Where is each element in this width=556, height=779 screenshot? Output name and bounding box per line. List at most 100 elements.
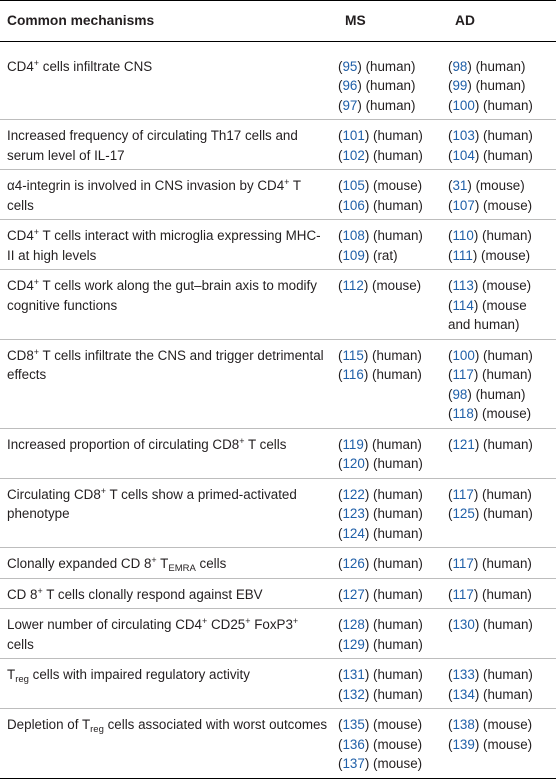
reference-link[interactable]: 95 xyxy=(342,58,358,74)
reference-link[interactable]: 121 xyxy=(452,436,475,452)
reference-link[interactable]: 104 xyxy=(452,147,475,163)
reference-link[interactable]: 135 xyxy=(342,717,365,732)
species-label: (mouse) xyxy=(483,717,533,732)
reference-link[interactable]: 98 xyxy=(452,58,468,74)
reference-link[interactable]: 129 xyxy=(342,636,365,652)
mechanism-cell: Lower number of circulating CD4+ CD25+ F… xyxy=(0,608,336,659)
species-label: (human) xyxy=(483,436,533,452)
reference-entry: (134) (human) xyxy=(448,686,533,702)
ms-references-cell: (115) (human) (116) (human) xyxy=(336,339,446,429)
species-label: (human) xyxy=(373,556,423,571)
reference-link[interactable]: 139 xyxy=(452,736,475,752)
reference-link[interactable]: 100 xyxy=(452,347,475,363)
reference-link[interactable]: 128 xyxy=(342,617,365,632)
reference-link[interactable]: 111 xyxy=(452,247,473,263)
species-label: (human) xyxy=(373,147,423,163)
ms-references-cell: (112) (mouse) xyxy=(336,269,446,340)
reference-entry: (117) (human) xyxy=(448,556,532,571)
species-label: (mouse) xyxy=(481,247,531,263)
reference-link[interactable]: 113 xyxy=(452,278,474,293)
reference-link[interactable]: 109 xyxy=(342,247,365,263)
reference-link[interactable]: 102 xyxy=(342,147,365,163)
reference-link[interactable]: 105 xyxy=(342,178,365,193)
reference-link[interactable]: 124 xyxy=(342,525,365,541)
reference-entry: (129) (human) xyxy=(338,636,423,652)
ms-references-cell: (128) (human) (129) (human) xyxy=(336,608,446,659)
reference-link[interactable]: 108 xyxy=(342,228,365,243)
species-label: (human) xyxy=(483,667,533,682)
species-label: (human) xyxy=(483,686,533,702)
table-row: Increased frequency of circulating Th17 … xyxy=(0,119,556,170)
species-label: (human) xyxy=(373,197,423,213)
reference-entry: (95) (human) xyxy=(338,58,416,74)
species-label: (human) xyxy=(373,525,423,541)
reference-entry: (109) (rat) xyxy=(338,247,398,263)
reference-link[interactable]: 101 xyxy=(342,128,365,143)
reference-link[interactable]: 106 xyxy=(342,197,365,213)
mechanism-text: CD4 xyxy=(7,278,34,293)
species-label: (mouse) xyxy=(482,278,532,293)
reference-link[interactable]: 117 xyxy=(452,586,474,602)
reference-link[interactable]: 136 xyxy=(342,736,365,752)
superscript: + xyxy=(33,57,40,68)
reference-link[interactable]: 115 xyxy=(342,347,364,363)
reference-entry: (138) (mouse) xyxy=(448,717,533,732)
mechanism-text: cells xyxy=(7,636,34,652)
reference-entry: (113) (mouse) xyxy=(448,278,532,293)
mechanism-text: Depletion of T xyxy=(7,717,91,732)
ad-references-cell: (121) (human) xyxy=(446,428,556,479)
reference-link[interactable]: 125 xyxy=(452,506,475,521)
reference-link[interactable]: 31 xyxy=(452,178,468,193)
table-row: CD4+ cells infiltrate CNS (95) (human) (96… xyxy=(0,41,556,120)
reference-link[interactable]: 134 xyxy=(452,686,475,702)
reference-link[interactable]: 96 xyxy=(342,78,358,93)
species-label: (human) xyxy=(373,456,423,471)
ad-references-cell: (98) (human) (99) (human) (100) (human) xyxy=(446,41,556,120)
reference-link[interactable]: 131 xyxy=(342,667,365,682)
mechanism-text: α4-integrin is involved in CNS invasion … xyxy=(7,178,285,193)
reference-entry: (132) (human) xyxy=(338,686,423,702)
reference-link[interactable]: 110 xyxy=(452,228,474,243)
mechanism-text: cells with impaired regulatory activity xyxy=(28,667,250,682)
mechanism-text: CD4 xyxy=(7,58,34,74)
reference-entry: (117) (human) xyxy=(448,586,532,602)
reference-link[interactable]: 133 xyxy=(452,667,475,682)
reference-link[interactable]: 97 xyxy=(342,97,358,113)
reference-link[interactable]: 127 xyxy=(342,586,365,602)
reference-entry: (98) (human) xyxy=(448,58,526,74)
reference-link[interactable]: 98 xyxy=(452,386,468,402)
reference-link[interactable]: 123 xyxy=(342,506,365,521)
species-label: and human) xyxy=(448,317,520,332)
table-row: CD8+ T cells infiltrate the CNS and trig… xyxy=(0,339,556,429)
reference-link[interactable]: 137 xyxy=(342,756,365,771)
reference-link[interactable]: 130 xyxy=(452,617,475,632)
reference-link[interactable]: 100 xyxy=(452,97,475,113)
reference-link[interactable]: 120 xyxy=(342,456,365,471)
reference-entry: (120) (human) xyxy=(338,456,423,471)
reference-link[interactable]: 122 xyxy=(342,486,365,502)
mechanism-cell: Increased proportion of circulating CD8+… xyxy=(0,428,336,479)
reference-link[interactable]: 126 xyxy=(342,556,365,571)
reference-link[interactable]: 114 xyxy=(452,297,474,313)
reference-entry: (97) (human) xyxy=(338,97,416,113)
reference-link[interactable]: 138 xyxy=(452,717,475,732)
reference-link[interactable]: 99 xyxy=(452,78,468,93)
reference-link[interactable]: 117 xyxy=(452,367,474,382)
reference-entry: (119) (human) xyxy=(338,436,422,452)
table-header: Common mechanisms MS AD xyxy=(0,0,556,42)
reference-link[interactable]: 119 xyxy=(342,436,364,452)
reference-link[interactable]: 107 xyxy=(452,197,475,213)
ms-references-cell: (127) (human) xyxy=(336,578,446,609)
mechanism-text: Circulating CD8 xyxy=(7,486,101,502)
reference-link[interactable]: 132 xyxy=(342,686,365,702)
reference-link[interactable]: 117 xyxy=(452,486,474,502)
reference-link[interactable]: 103 xyxy=(452,128,475,143)
reference-link[interactable]: 116 xyxy=(342,367,364,382)
reference-link[interactable]: 117 xyxy=(452,556,474,571)
species-label: (human) xyxy=(373,686,423,702)
reference-link[interactable]: 112 xyxy=(342,278,364,293)
reference-entry: (106) (human) xyxy=(338,197,423,213)
species-label: (human) xyxy=(373,506,423,521)
reference-entry: and human) xyxy=(448,315,556,335)
reference-link[interactable]: 118 xyxy=(452,406,474,421)
